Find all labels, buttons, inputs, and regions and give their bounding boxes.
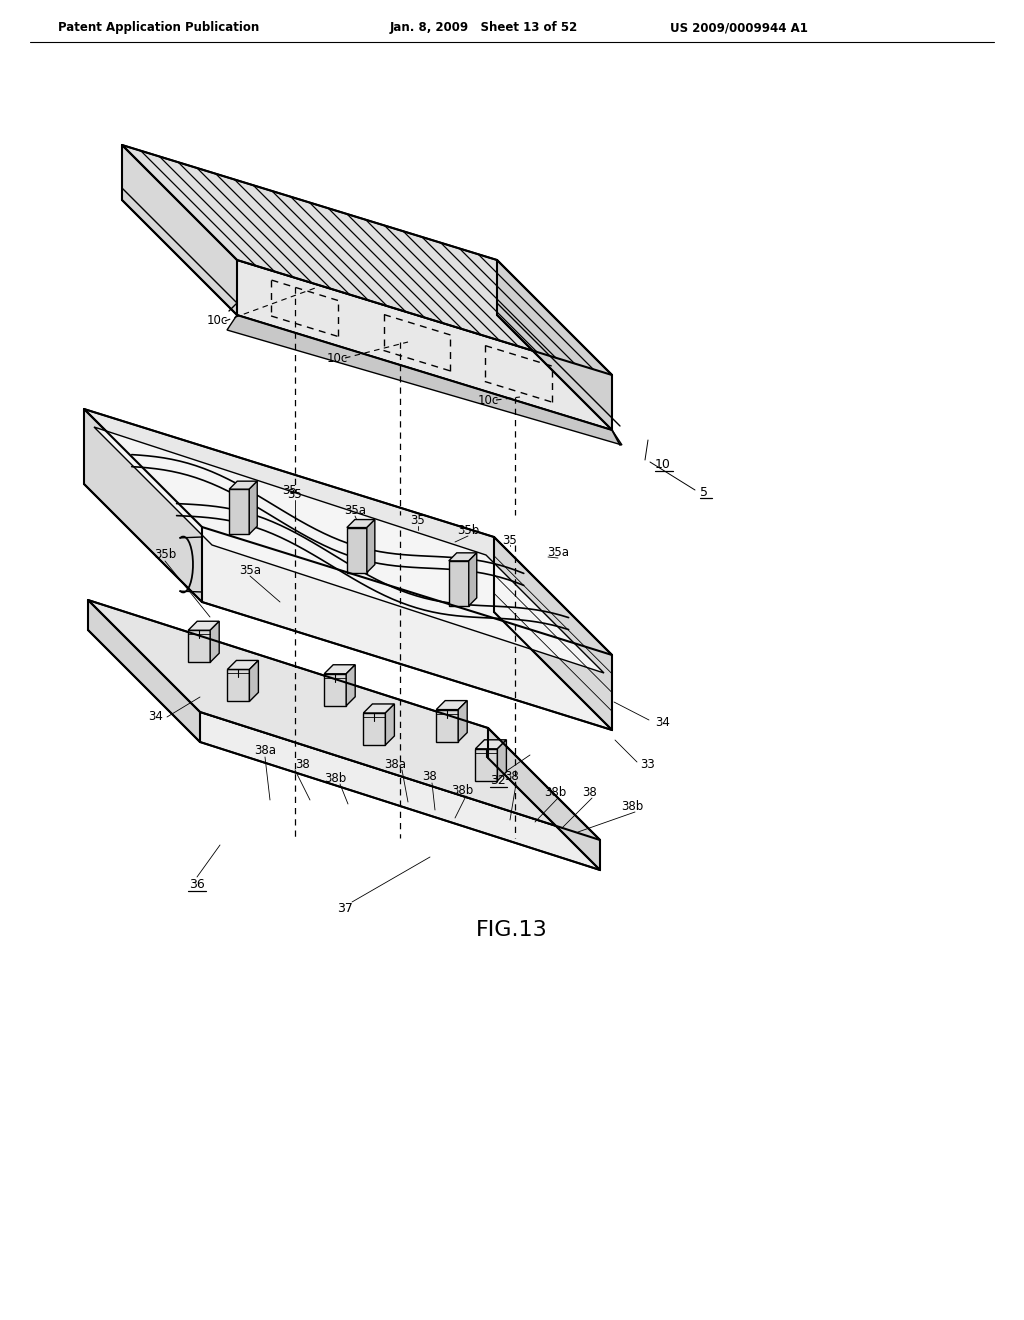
Text: 34: 34 bbox=[655, 715, 670, 729]
Polygon shape bbox=[88, 601, 600, 840]
Polygon shape bbox=[122, 145, 612, 375]
Text: 35: 35 bbox=[283, 483, 297, 496]
Polygon shape bbox=[494, 537, 612, 730]
Text: 38: 38 bbox=[423, 771, 437, 784]
Polygon shape bbox=[364, 713, 385, 744]
Text: 33: 33 bbox=[640, 759, 654, 771]
Polygon shape bbox=[88, 601, 200, 742]
Polygon shape bbox=[436, 710, 458, 742]
Text: 10c: 10c bbox=[327, 351, 347, 364]
Polygon shape bbox=[385, 704, 394, 744]
Polygon shape bbox=[497, 260, 612, 430]
Text: 38b: 38b bbox=[451, 784, 473, 796]
Polygon shape bbox=[237, 260, 612, 430]
Text: 35: 35 bbox=[288, 487, 302, 500]
Polygon shape bbox=[202, 527, 612, 730]
Polygon shape bbox=[488, 729, 600, 870]
Text: 35b: 35b bbox=[154, 549, 176, 561]
Polygon shape bbox=[229, 482, 257, 490]
Polygon shape bbox=[469, 553, 477, 606]
Polygon shape bbox=[325, 673, 346, 706]
Polygon shape bbox=[229, 490, 249, 535]
Text: 5: 5 bbox=[700, 486, 708, 499]
Polygon shape bbox=[436, 701, 467, 710]
Polygon shape bbox=[84, 409, 202, 602]
Polygon shape bbox=[249, 482, 257, 535]
Polygon shape bbox=[250, 660, 258, 701]
Text: FIG.13: FIG.13 bbox=[476, 920, 548, 940]
Polygon shape bbox=[346, 665, 355, 706]
Text: 34: 34 bbox=[148, 710, 163, 723]
Text: 37: 37 bbox=[337, 902, 353, 915]
Text: Patent Application Publication: Patent Application Publication bbox=[58, 21, 259, 34]
Text: 38: 38 bbox=[296, 758, 310, 771]
Polygon shape bbox=[188, 622, 219, 630]
Text: 32: 32 bbox=[490, 774, 506, 787]
Polygon shape bbox=[200, 711, 600, 870]
Text: 35a: 35a bbox=[239, 564, 261, 577]
Text: 38a: 38a bbox=[384, 758, 406, 771]
Text: US 2009/0009944 A1: US 2009/0009944 A1 bbox=[670, 21, 808, 34]
Text: 10c: 10c bbox=[477, 393, 499, 407]
Text: 35: 35 bbox=[503, 533, 517, 546]
Polygon shape bbox=[475, 748, 498, 781]
Text: 10: 10 bbox=[655, 458, 671, 471]
Polygon shape bbox=[227, 660, 258, 669]
Text: Jan. 8, 2009   Sheet 13 of 52: Jan. 8, 2009 Sheet 13 of 52 bbox=[390, 21, 579, 34]
Text: 35a: 35a bbox=[344, 503, 366, 516]
Polygon shape bbox=[347, 528, 367, 573]
Text: 38a: 38a bbox=[254, 743, 276, 756]
Polygon shape bbox=[347, 520, 375, 528]
Polygon shape bbox=[458, 701, 467, 742]
Polygon shape bbox=[188, 630, 210, 663]
Polygon shape bbox=[325, 665, 355, 673]
Polygon shape bbox=[227, 669, 250, 701]
Polygon shape bbox=[122, 145, 237, 315]
Polygon shape bbox=[367, 520, 375, 573]
Polygon shape bbox=[449, 561, 469, 606]
Text: 36: 36 bbox=[189, 878, 205, 891]
Text: 38: 38 bbox=[505, 771, 519, 784]
Polygon shape bbox=[94, 426, 604, 673]
Text: 38b: 38b bbox=[324, 771, 346, 784]
Text: 10c: 10c bbox=[207, 314, 227, 327]
Polygon shape bbox=[227, 315, 622, 445]
Polygon shape bbox=[498, 739, 507, 781]
Text: 38: 38 bbox=[583, 785, 597, 799]
Polygon shape bbox=[364, 704, 394, 713]
Polygon shape bbox=[210, 622, 219, 663]
Text: 38b: 38b bbox=[544, 785, 566, 799]
Text: 35a: 35a bbox=[547, 545, 569, 558]
Text: 35b: 35b bbox=[457, 524, 479, 536]
Polygon shape bbox=[84, 409, 612, 655]
Polygon shape bbox=[475, 739, 507, 748]
Polygon shape bbox=[449, 553, 477, 561]
Text: 38b: 38b bbox=[621, 800, 643, 813]
Text: 35: 35 bbox=[411, 513, 425, 527]
